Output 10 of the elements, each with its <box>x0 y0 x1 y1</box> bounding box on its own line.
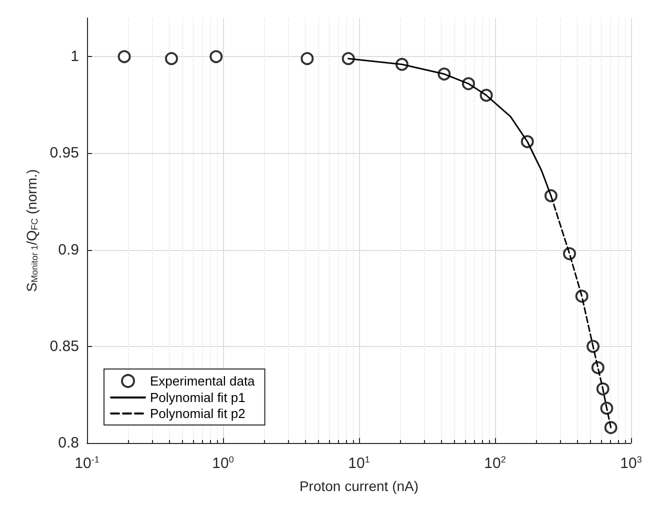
y-tick-label: 0.9 <box>58 241 79 258</box>
y-tick-label: 0.85 <box>50 338 79 355</box>
y-tick-label: 0.95 <box>50 144 79 162</box>
x-axis-title: Proton current (nA) <box>299 478 419 494</box>
legend-label: Polynomial fit p2 <box>150 406 246 421</box>
y-tick-label: 0.8 <box>58 434 79 452</box>
y-tick-label: 1 <box>70 48 79 66</box>
y-axis-title: SMonitor 1/QFC (norm.) <box>23 169 40 292</box>
legend-label: Polynomial fit p1 <box>150 390 246 405</box>
legend-label: Experimental data <box>150 374 256 388</box>
